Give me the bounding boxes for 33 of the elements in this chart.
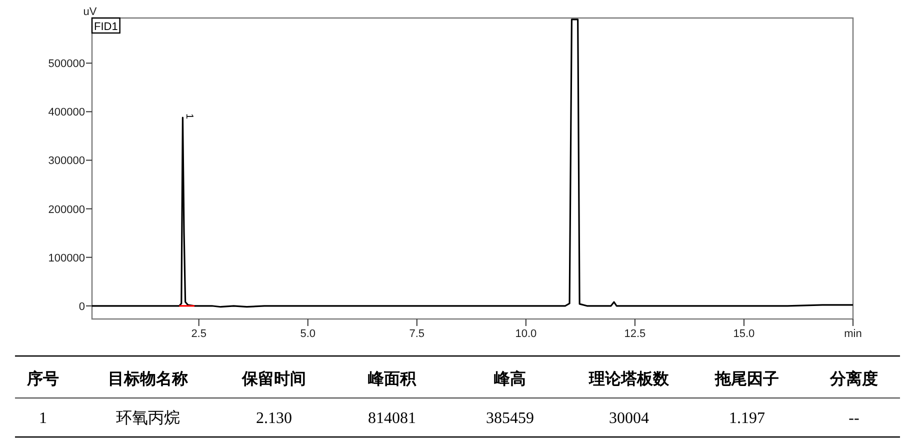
y-tick-label: 100000 [48, 252, 85, 264]
text: 385459 [486, 410, 534, 427]
text: -- [848, 410, 860, 427]
text: 拖尾因子 [714, 370, 779, 388]
text: 序号 [26, 369, 59, 388]
text: 1 [39, 410, 47, 427]
text: 环氧丙烷 [116, 409, 180, 427]
text: 分离度 [829, 369, 878, 388]
line-series [92, 18, 853, 308]
text: 2.130 [256, 410, 292, 427]
text: 峰高 [494, 369, 526, 388]
text: 保留时间 [241, 370, 306, 388]
text: 峰面积 [368, 370, 417, 388]
y-tick-label: 400000 [48, 106, 85, 119]
annotation: FID1 [94, 21, 118, 33]
text: 理论塔板数 [588, 370, 670, 388]
text: 814081 [368, 410, 416, 427]
annotation: 1 [184, 114, 195, 120]
x-tick-label: 2.5 [191, 328, 206, 340]
x-tick-label: 12.5 [624, 328, 646, 340]
y-axis-title: uV [83, 6, 98, 18]
y-tick-label: 500000 [48, 58, 85, 70]
text: 目标物名称 [108, 370, 188, 388]
x-tick-label: min [844, 328, 862, 340]
x-tick-label: 15.0 [733, 328, 755, 340]
x-tick-label: 10.0 [515, 328, 537, 340]
text: 30004 [609, 410, 649, 427]
y-tick-label: 200000 [48, 204, 85, 216]
x-tick-label: 5.0 [300, 328, 316, 340]
text: 1.197 [729, 410, 765, 427]
y-tick-label: 0 [78, 300, 85, 313]
y-tick-label: 300000 [48, 155, 85, 168]
x-tick-label: 7.5 [409, 328, 425, 340]
